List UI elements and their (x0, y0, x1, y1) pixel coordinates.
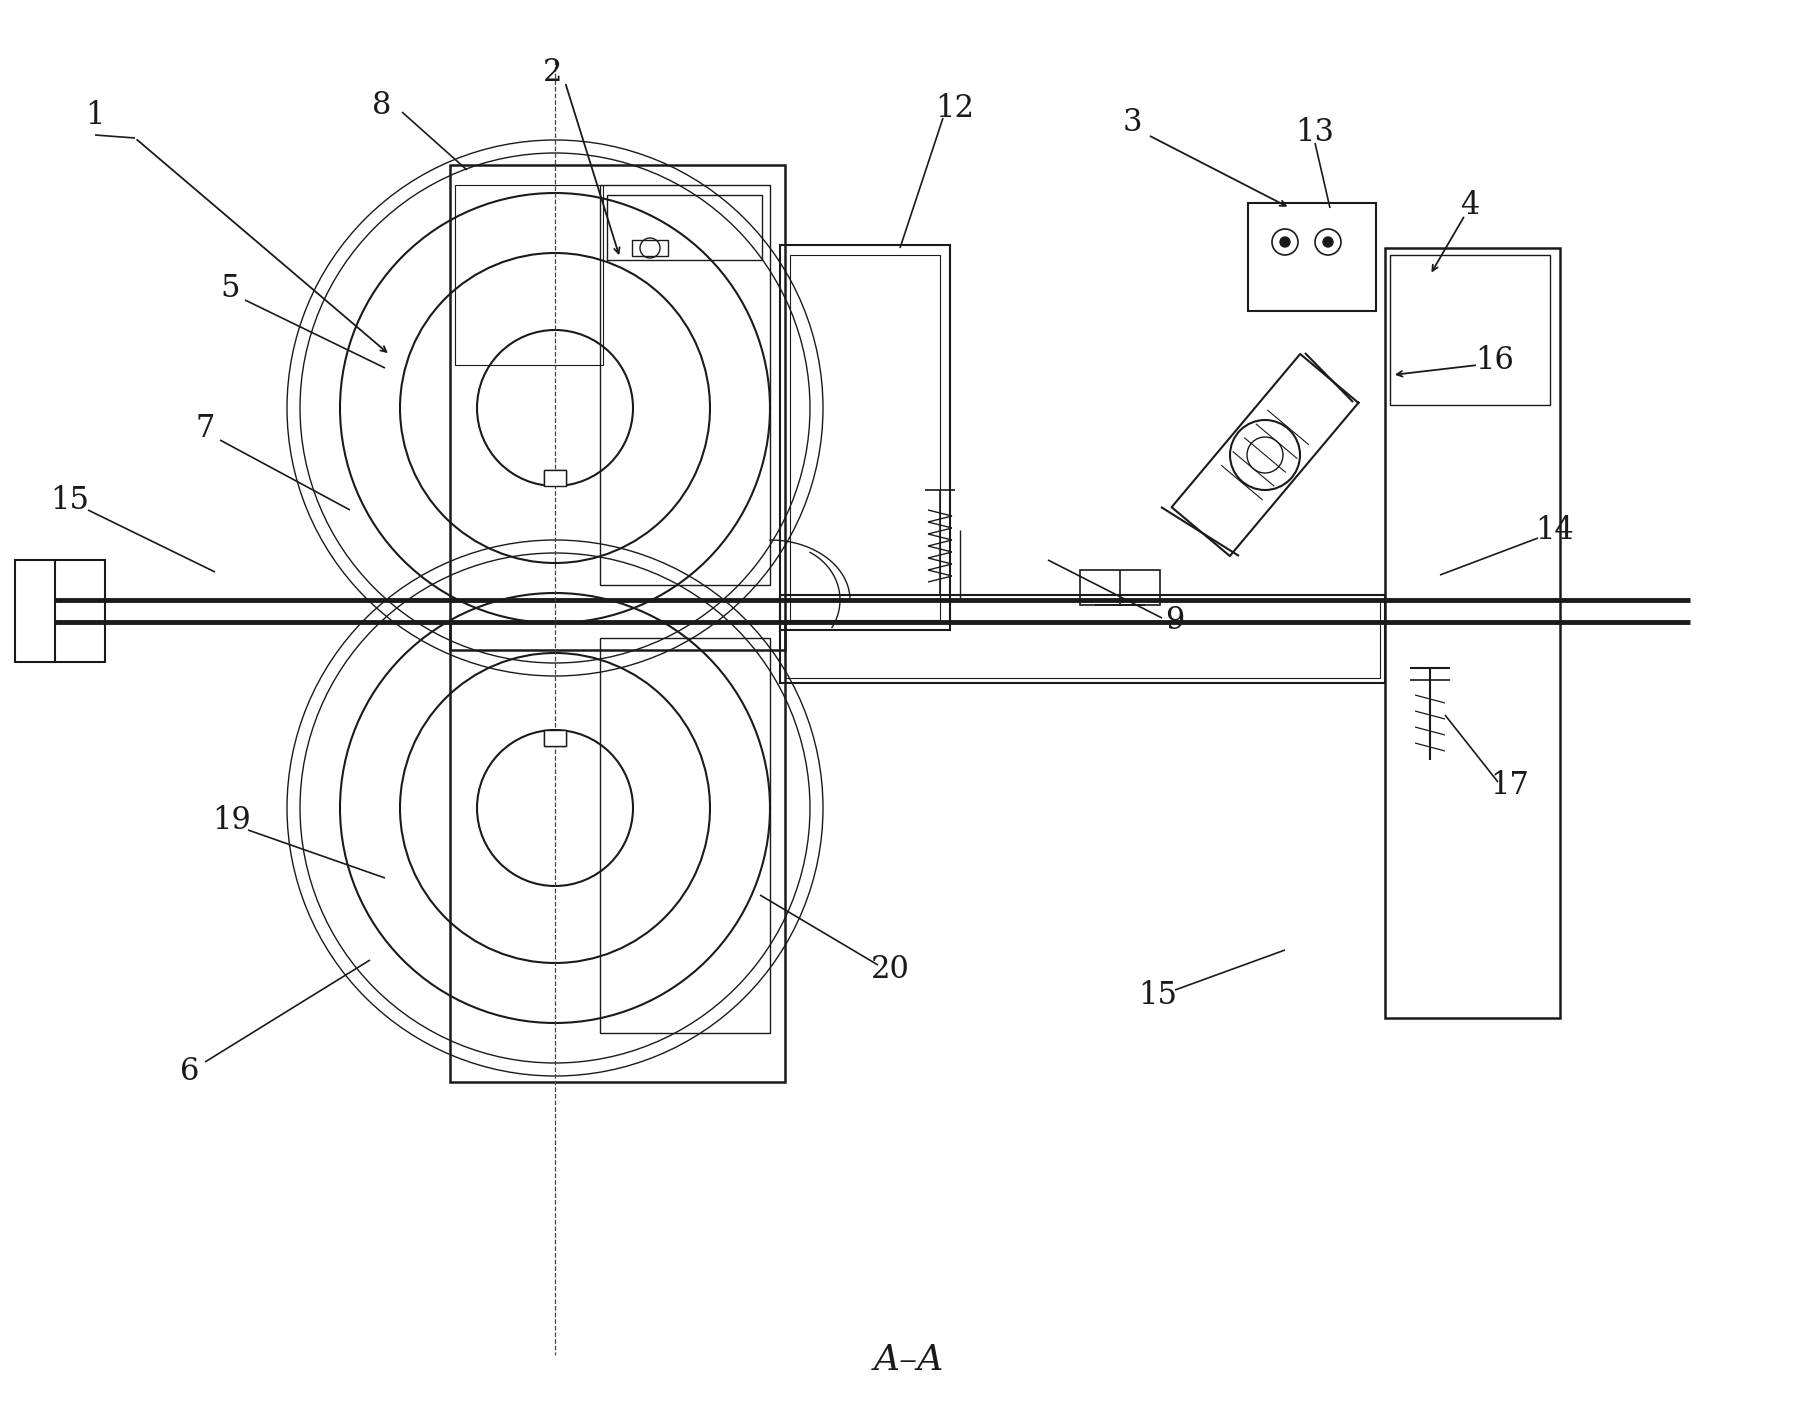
Circle shape (1280, 237, 1291, 247)
Text: 1: 1 (85, 100, 105, 130)
Bar (780, 246, 951, 629)
Bar (785, 600, 1380, 679)
Bar (607, 195, 762, 260)
Bar (451, 622, 785, 1082)
Circle shape (1324, 237, 1333, 247)
Text: 12: 12 (936, 93, 974, 124)
Bar (544, 729, 565, 746)
Text: 9: 9 (1165, 604, 1185, 635)
Text: 13: 13 (1296, 117, 1334, 148)
Text: 17: 17 (1491, 769, 1529, 800)
Bar (15, 560, 105, 662)
Text: A–A: A–A (874, 1343, 944, 1377)
Bar (780, 595, 1385, 683)
Bar (1080, 570, 1160, 605)
Text: 15: 15 (51, 484, 89, 515)
Text: 2: 2 (544, 56, 564, 87)
Bar (633, 240, 667, 255)
Bar (600, 638, 771, 1033)
Bar (454, 185, 604, 365)
Text: 5: 5 (220, 272, 240, 303)
Bar (791, 255, 940, 619)
Text: 19: 19 (213, 804, 251, 835)
Bar (1247, 203, 1376, 310)
Text: 7: 7 (195, 412, 215, 443)
Text: 6: 6 (180, 1057, 200, 1088)
Text: 4: 4 (1460, 189, 1480, 220)
Bar (600, 185, 771, 586)
Bar (1385, 248, 1560, 1017)
Text: 8: 8 (373, 89, 391, 120)
Text: 16: 16 (1476, 344, 1514, 375)
Text: 3: 3 (1122, 106, 1142, 137)
Text: 20: 20 (871, 954, 909, 985)
Text: 15: 15 (1138, 979, 1178, 1010)
Bar (451, 165, 785, 650)
Text: 14: 14 (1536, 515, 1574, 546)
Bar (544, 470, 565, 485)
Bar (1391, 255, 1551, 405)
